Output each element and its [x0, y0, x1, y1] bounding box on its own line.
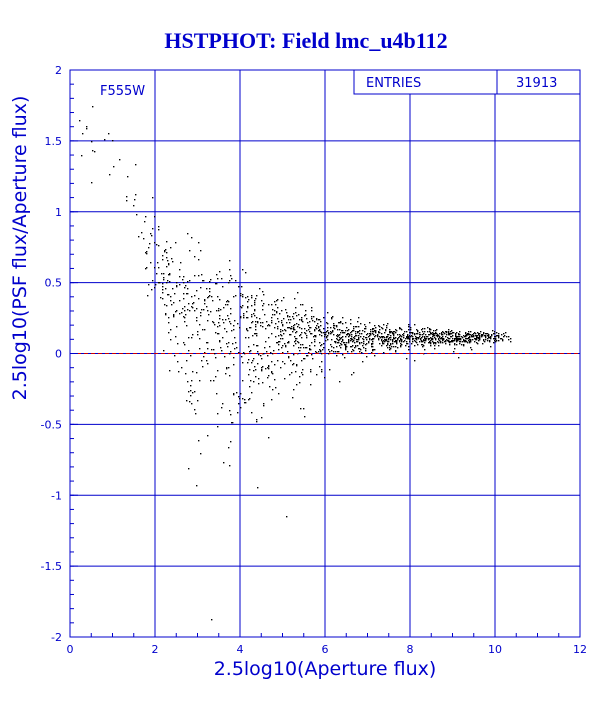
- x-tick-label: 10: [488, 643, 502, 656]
- x-tick-label: 8: [407, 643, 414, 656]
- y-tick-label: -1: [51, 489, 62, 502]
- y-tick-label: 2: [55, 64, 62, 77]
- scatter-points-path: [79, 106, 512, 621]
- chart-title: HSTPHOT: Field lmc_u4b112: [164, 28, 447, 53]
- y-axis-ticks: -2 -1.5 -1 -0.5 0 0.5 1 1.5 2: [41, 64, 78, 644]
- y-axis-label: 2.5log10(PSF flux/Aperture flux): [9, 96, 31, 401]
- y-tick-label: 0: [55, 348, 62, 361]
- x-tick-label: 4: [237, 643, 244, 656]
- y-tick-label: 1: [55, 206, 62, 219]
- x-tick-label: 0: [67, 643, 74, 656]
- y-tick-label: -2: [51, 631, 62, 644]
- x-tick-label: 12: [573, 643, 587, 656]
- y-tick-label: -1.5: [41, 560, 62, 573]
- y-tick-label: 1.5: [45, 135, 63, 148]
- x-axis-ticks: 0 2 4 6 8 10 12: [67, 629, 587, 656]
- scatter-points: [79, 106, 512, 621]
- x-tick-label: 6: [322, 643, 329, 656]
- y-tick-label: 0.5: [45, 277, 63, 290]
- y-tick-label: -0.5: [41, 418, 62, 431]
- x-tick-label: 2: [152, 643, 159, 656]
- stats-box: ENTRIES 31913: [353, 69, 581, 95]
- stats-label: ENTRIES: [366, 76, 421, 91]
- filter-label: F555W: [100, 84, 145, 99]
- stats-value: 31913: [516, 76, 557, 91]
- x-axis-label: 2.5log10(Aperture flux): [214, 658, 437, 680]
